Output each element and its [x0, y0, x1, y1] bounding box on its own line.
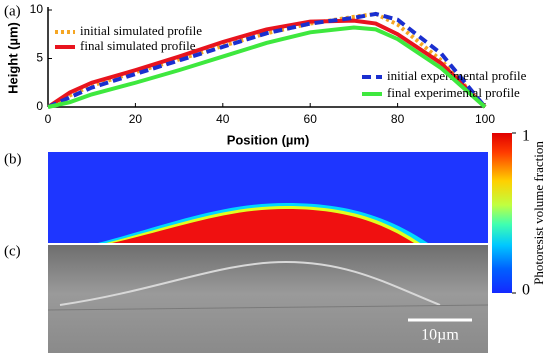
- colorbar-label: Photoresist volume fraction: [531, 141, 546, 285]
- sem-feature: [59, 260, 441, 306]
- y-tick-label: 10: [30, 2, 44, 16]
- legend-label: initial simulated profile: [80, 23, 202, 38]
- series-line: [47, 25, 487, 109]
- series-line: [47, 11, 487, 109]
- x-tick-label: 20: [129, 112, 143, 126]
- x-tick-label: 100: [475, 112, 495, 126]
- panel-label: (c): [4, 243, 21, 259]
- y-tick-label: 0: [36, 99, 43, 113]
- y-tick-label: 5: [36, 51, 43, 65]
- colorbar: [492, 133, 512, 293]
- x-tick-label: 0: [45, 112, 52, 126]
- legend-label: final experimental profile: [387, 85, 520, 100]
- scale-bar-label: 10µm: [421, 327, 459, 344]
- legend-label: initial experimental profile: [387, 68, 527, 83]
- panel-label: (b): [4, 151, 22, 167]
- colorbar-tick-label: 1: [522, 128, 530, 145]
- sem-edge: [47, 304, 489, 311]
- x-tick-label: 60: [304, 112, 318, 126]
- panel-label: (a): [4, 3, 21, 19]
- series-line: [46, 18, 487, 109]
- x-tick-label: 80: [391, 112, 405, 126]
- x-axis-label: Position (µm): [227, 132, 310, 147]
- legend-label: final simulated profile: [80, 38, 196, 53]
- x-tick-label: 40: [216, 112, 230, 126]
- photoresist: [112, 209, 414, 243]
- y-axis-label: Height (µm): [5, 22, 20, 94]
- colorbar-tick-label: 0: [522, 282, 530, 299]
